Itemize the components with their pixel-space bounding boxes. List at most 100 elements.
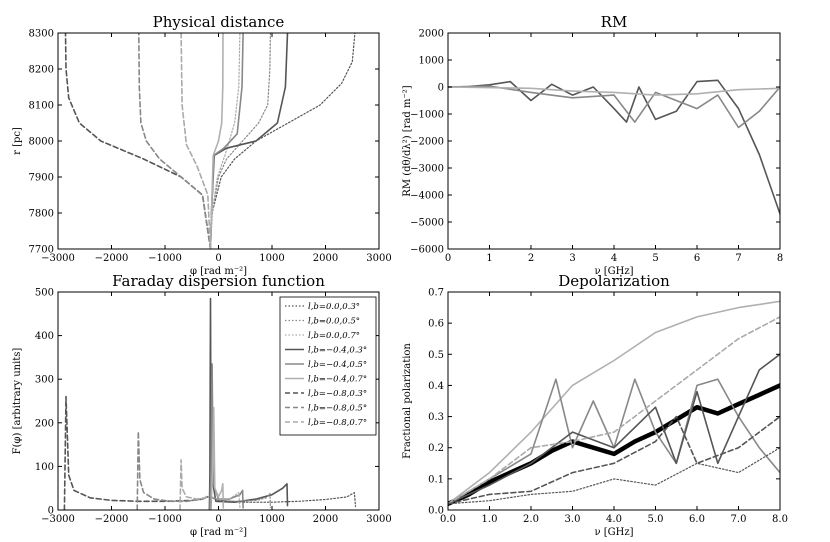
series-line (208, 297, 289, 510)
x-tick-label: −2000 (95, 514, 129, 525)
series-line (210, 406, 225, 510)
y-tick-label: −1000 (410, 110, 444, 121)
x-tick-label: −1000 (148, 253, 182, 264)
x-tick-label: 3000 (366, 253, 391, 264)
y-tick-label: 100 (35, 462, 54, 473)
legend-entry: l,b=−0.8,0.7° (308, 418, 367, 428)
y-tick-label: 0 (438, 83, 444, 94)
y-tick-label: 8300 (29, 29, 54, 40)
x-axis-label: ν [GHz] (594, 266, 633, 277)
y-tick-label: 8000 (29, 137, 54, 148)
series-line (448, 447, 780, 505)
x-tick-label: 2 (528, 253, 534, 264)
x-tick-label: 3000 (366, 514, 391, 525)
y-tick-label: 500 (35, 288, 54, 299)
y-tick-label: 0.7 (428, 288, 444, 299)
y-tick-label: 300 (35, 375, 54, 386)
series-line (209, 33, 241, 249)
x-tick-label: 6 (694, 253, 700, 264)
series-line (448, 378, 780, 505)
y-tick-label: −5000 (410, 218, 444, 229)
series-group (448, 79, 780, 215)
series-line (209, 33, 224, 249)
x-tick-label: 1 (486, 253, 492, 264)
x-tick-label: 6.0 (689, 514, 705, 525)
y-tick-label: 7900 (29, 173, 54, 184)
x-tick-label: 2000 (313, 253, 338, 264)
x-tick-label: 0 (445, 253, 451, 264)
y-tick-label: 2000 (419, 29, 444, 40)
x-tick-label: 3.0 (565, 514, 581, 525)
series-line (136, 430, 209, 510)
y-tick-label: 200 (35, 418, 54, 429)
x-tick-label: 5 (652, 253, 658, 264)
y-tick-label: 0.5 (428, 350, 444, 361)
chart-faraday: −3000 −2000 −1000 0 1000 2000 3000 0 100 200 300 40… (12, 272, 392, 538)
x-axis-label: φ [rad m⁻²] (190, 527, 247, 538)
y-tick-label: 0.0 (428, 506, 444, 517)
legend-entry: l,b=−0.8,0.3° (308, 389, 367, 399)
legend-entry: l,b=−0.4,0.3° (308, 346, 367, 356)
series-line (448, 300, 780, 505)
chart-title: Faraday dispersion function (112, 272, 325, 290)
series-line (64, 33, 212, 249)
x-tick-label: 7 (735, 253, 741, 264)
y-axis-label: r [pc] (12, 127, 23, 155)
series-line (448, 415, 780, 505)
y-axis-label: F(φ) [arbitrary units] (12, 348, 23, 455)
series-line (448, 316, 780, 505)
x-axis-label: φ [rad m⁻²] (190, 266, 247, 277)
series-line (63, 395, 209, 510)
y-tick-label: 7800 (29, 209, 54, 220)
y-tick-label: 0.4 (428, 381, 444, 392)
series-line (179, 459, 209, 510)
x-tick-label: 2.0 (523, 514, 539, 525)
x-tick-label: −2000 (95, 253, 129, 264)
x-tick-label: 8.0 (772, 514, 788, 525)
series-group (63, 297, 357, 510)
y-tick-label: −3000 (410, 164, 444, 175)
chart-title: RM (601, 13, 628, 31)
y-tick-label: 0.3 (428, 412, 444, 423)
chart-rm: 0 1 2 3 4 5 6 7 8 −6000 −5000 −4000 −3000 −2000 −1000 0… (402, 13, 783, 277)
y-tick-label: 0 (48, 506, 54, 517)
legend-entry: l,b=−0.8,0.5° (308, 404, 367, 414)
series-group (448, 300, 780, 507)
series-line (180, 33, 212, 249)
x-tick-label: −3000 (41, 514, 75, 525)
x-tick-label: 4 (611, 253, 617, 264)
x-tick-label: −1000 (148, 514, 182, 525)
x-tick-label: 8 (777, 253, 783, 264)
x-tick-label: 1000 (259, 253, 284, 264)
series-line (448, 86, 780, 96)
legend-entry: l,b=0.0,0.5° (308, 317, 360, 327)
chart-title: Physical distance (153, 13, 285, 31)
series-line (209, 33, 271, 249)
series-line (448, 79, 780, 215)
y-tick-label: 1000 (419, 56, 444, 67)
x-tick-label: 0.0 (440, 514, 456, 525)
y-axis-label: Fractional polarization (402, 343, 413, 459)
x-tick-label: 0 (215, 514, 221, 525)
plot-frame (447, 32, 781, 250)
y-tick-label: 7700 (29, 245, 54, 256)
series-line (448, 353, 780, 505)
series-line (448, 383, 780, 507)
y-tick-label: 0.2 (428, 443, 444, 454)
y-tick-label: 400 (35, 331, 54, 342)
chart-title: Depolarization (558, 272, 670, 290)
y-tick-label: 8200 (29, 65, 54, 76)
y-tick-label: −2000 (410, 137, 444, 148)
chart-physical: −3000 −2000 −1000 0 1000 2000 3000 7700 7800 7900… (12, 13, 392, 277)
legend-entry: l,b=−0.4,0.5° (308, 360, 367, 370)
series-line (448, 85, 780, 129)
x-tick-label: 4.0 (606, 514, 622, 525)
legend-entry: l,b=0.0,0.7° (308, 331, 360, 341)
x-tick-label: 7.0 (731, 514, 747, 525)
y-tick-label: 0.1 (428, 474, 444, 485)
y-tick-label: 8100 (29, 101, 54, 112)
y-tick-label: −4000 (410, 191, 444, 202)
legend-entry: l,b=−0.4,0.7° (308, 375, 367, 385)
series-line (209, 33, 244, 249)
